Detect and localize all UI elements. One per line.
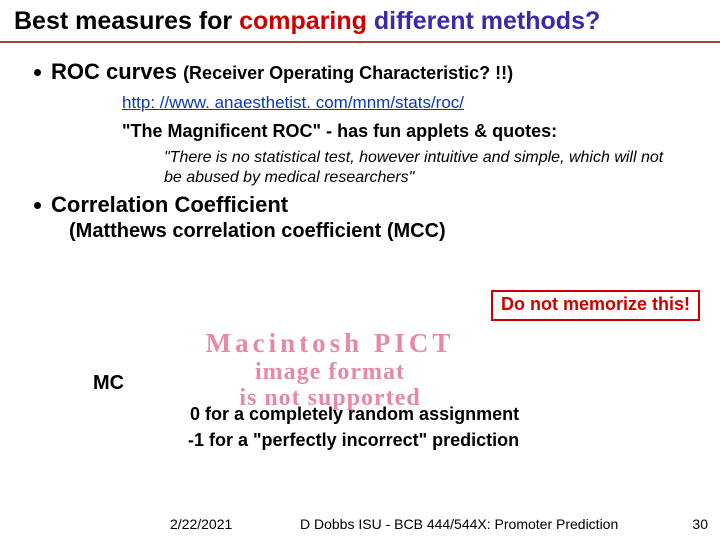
bullet-roc-paren: (Receiver Operating Characteristic? !!) [183,63,513,83]
roc-link[interactable]: http: //www. anaesthetist. com/mnm/stats… [122,93,464,112]
footer-date: 2/22/2021 [170,516,232,532]
roc-magnificent: "The Magnificent ROC" - has fun applets … [122,121,706,142]
bullet-cc-mcc: (Matthews correlation coefficient (MCC) [69,220,706,243]
note-text: Do not memorize this! [501,294,690,314]
footer-center: D Dobbs ISU - BCB 444/544X: Promoter Pre… [300,516,618,532]
title-part1: Best measures for [14,7,239,35]
mcc-zero-line: 0 for a completely random assignment [190,404,519,425]
title-part2-post: different methods? [367,7,600,35]
bullet-roc-head: ROC curves [51,59,183,84]
slide-content: ROC curves (Receiver Operating Character… [0,43,720,243]
bullet-roc: ROC curves (Receiver Operating Character… [14,59,706,85]
slide-title: Best measures for comparing different me… [0,0,720,43]
roc-quote: "There is no statistical test, however i… [164,148,664,188]
pict-line1: Macintosh PICT [120,328,540,359]
note-box: Do not memorize this! [491,290,700,321]
footer-page: 30 [692,516,708,532]
bullet-roc-sub: http: //www. anaesthetist. com/mnm/stats… [122,93,706,142]
mcc-fragment: MC [93,372,126,395]
mcc-negone-line: -1 for a "perfectly incorrect" predictio… [188,430,519,451]
bullet-dot-icon [34,202,41,209]
bullet-cc-head: Correlation Coefficient [51,192,288,218]
pict-line2: image format [120,359,540,385]
title-part2-pre: comparing [239,7,367,35]
bullet-cc: Correlation Coefficient [14,192,706,218]
pict-placeholder: Macintosh PICT image format is not suppo… [120,328,540,412]
bullet-dot-icon [34,69,41,76]
slide: Best measures for comparing different me… [0,0,720,540]
